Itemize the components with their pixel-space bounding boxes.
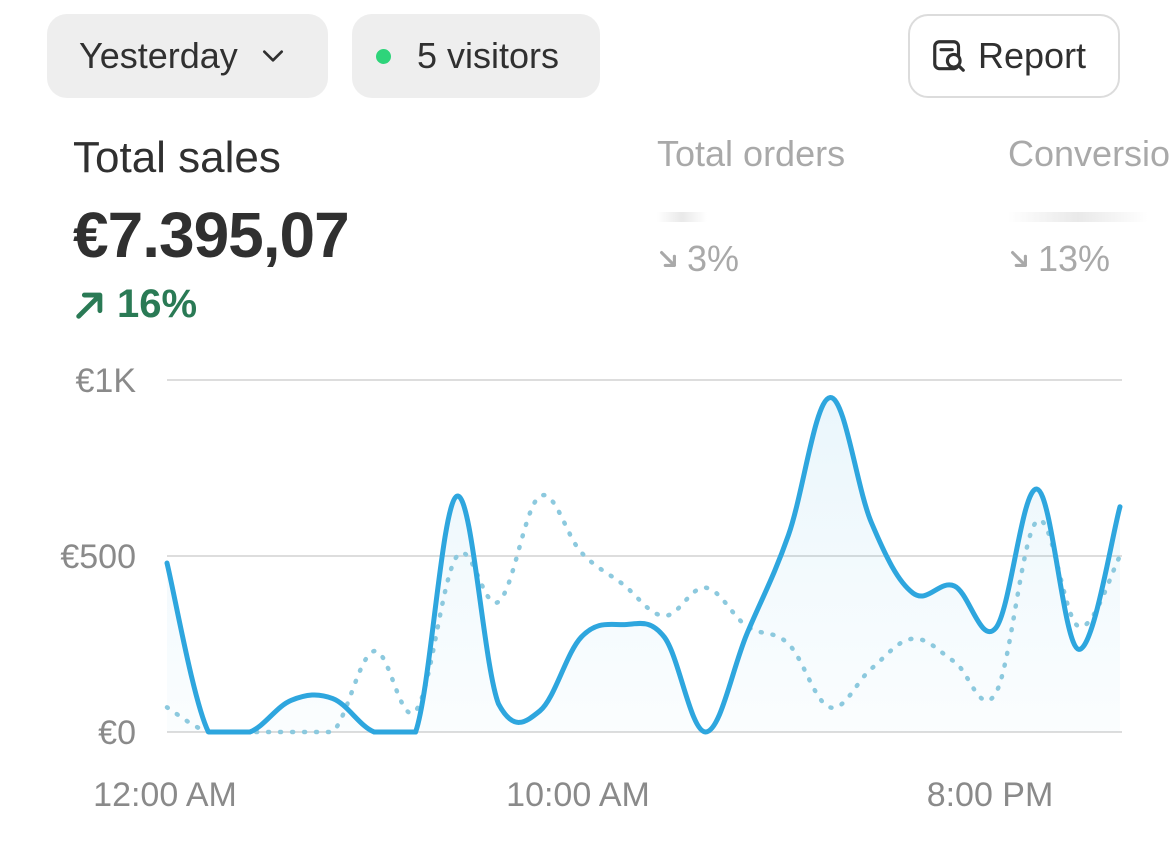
total-sales-value: €7.395,07 bbox=[73, 199, 350, 271]
sales-area-fill bbox=[167, 397, 1120, 732]
visitors-label: 5 visitors bbox=[417, 35, 560, 76]
arrow-down-right-icon bbox=[660, 251, 676, 267]
conversion-title[interactable]: Conversio bbox=[1008, 133, 1169, 174]
date-range-label: Yesterday bbox=[79, 35, 238, 76]
date-range-dropdown[interactable]: Yesterday bbox=[47, 14, 328, 98]
live-visitors-pill[interactable]: 5 visitors bbox=[352, 14, 600, 98]
sales-line-chart[interactable]: €1K €500 €0 12:00 AM 10:00 AM 8:00 PM bbox=[0, 350, 1169, 830]
total-sales-title[interactable]: Total sales bbox=[73, 133, 281, 182]
conversion-change: 13% bbox=[1008, 238, 1110, 280]
comparison-series-line bbox=[164, 492, 1123, 735]
total-sales-change: 16% bbox=[73, 282, 197, 327]
y-tick-label-1k: €1K bbox=[76, 362, 137, 400]
conversion-change-value: 13% bbox=[1038, 238, 1111, 279]
sales-series-line bbox=[164, 395, 1123, 735]
report-button[interactable]: Report bbox=[908, 14, 1120, 98]
conversion-value-faded bbox=[1008, 212, 1148, 222]
y-tick-label-0: €0 bbox=[98, 714, 136, 752]
report-label: Report bbox=[978, 35, 1087, 76]
x-tick-label-12am: 12:00 AM bbox=[93, 776, 237, 814]
arrow-up-right-icon bbox=[76, 292, 103, 319]
y-tick-label-500: €500 bbox=[60, 538, 136, 576]
total-orders-value-faded bbox=[657, 212, 707, 222]
x-tick-label-10am: 10:00 AM bbox=[506, 776, 650, 814]
x-tick-label-8pm: 8:00 PM bbox=[927, 776, 1054, 814]
total-orders-title[interactable]: Total orders bbox=[657, 133, 846, 174]
total-orders-change-value: 3% bbox=[687, 238, 740, 279]
total-orders-change: 3% bbox=[657, 238, 739, 280]
total-sales-change-value: 16% bbox=[117, 282, 198, 326]
chevron-down-icon bbox=[262, 50, 283, 62]
arrow-down-right-icon bbox=[1011, 251, 1027, 267]
live-status-dot bbox=[376, 48, 391, 64]
report-search-icon bbox=[933, 40, 965, 72]
